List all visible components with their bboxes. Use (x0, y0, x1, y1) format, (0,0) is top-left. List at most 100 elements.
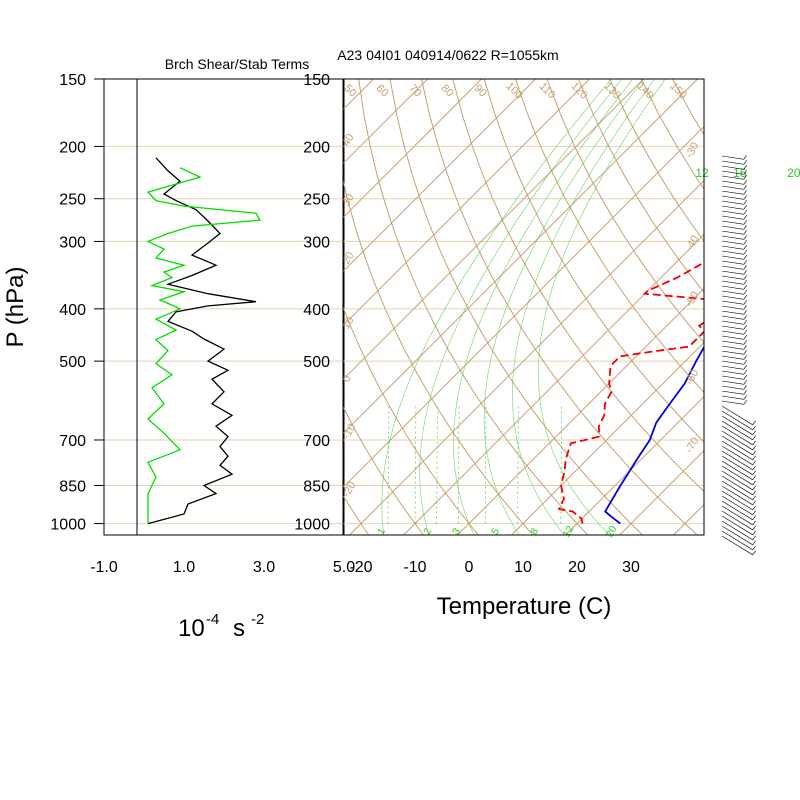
wind-barb-staff (721, 535, 753, 556)
moist-adiabat-line (511, 79, 655, 535)
wind-barb-flag (743, 175, 747, 180)
isotherm-edge-label: -30 (683, 141, 701, 161)
wind-barb-staff (721, 455, 753, 476)
wind-barb-flag (743, 230, 747, 235)
left-pressure-tick-label: 700 (59, 433, 86, 450)
wind-barb-staff (721, 340, 744, 345)
mixing-ratio-label: 8 (529, 526, 542, 537)
mixing-ratio-label: 5 (490, 526, 503, 537)
wind-barb-flag (752, 510, 756, 515)
wind-barb-flag (752, 495, 756, 500)
left-pressure-gridlines (94, 78, 344, 525)
wind-barb-flag (752, 450, 756, 455)
mixing-ratio-label: 2 (422, 526, 435, 537)
dry-adiabat-label: 60 (374, 82, 391, 99)
wind-barb-staff (721, 525, 753, 546)
wind-barb-flag (743, 170, 747, 175)
wind-barb-staff (721, 310, 744, 315)
left-plot-frame (103, 78, 345, 536)
wind-barb-staff (721, 445, 753, 466)
skewt-series-temperature (604, 345, 704, 525)
wind-barb-flag (743, 185, 747, 190)
left-title: Brch Shear/Stab Terms (165, 56, 309, 72)
dry-adiabat-label: 100 (503, 80, 524, 101)
wind-barb-flag (743, 285, 747, 290)
left-xlabel-exponent: -4 (206, 611, 219, 628)
wind-barb-flag (743, 220, 747, 225)
mixing-ratio-line (517, 403, 519, 524)
skewt-temperature-tick-label: -10 (403, 559, 426, 576)
wind-barb-flag (752, 455, 756, 460)
wind-barb-flag (752, 490, 756, 495)
wind-barb-staff (721, 415, 753, 436)
isotherm-edge-label: 30 (340, 192, 357, 209)
wind-barb-staff (721, 375, 744, 380)
wind-barb-flag (752, 425, 756, 430)
skewt-pressure-tick-label: 400 (303, 302, 330, 319)
skewt-series-dewpoint (557, 261, 704, 524)
wind-barb-flag (752, 440, 756, 445)
isotherm-line (343, 79, 536, 273)
wind-barb-staff (721, 270, 744, 275)
wind-barb-flag (743, 280, 747, 285)
wind-barb-flag (752, 470, 756, 475)
wind-barb-flag (743, 270, 747, 275)
wind-barb-flag (752, 545, 756, 550)
isotherm-edge-label: 10 (340, 315, 357, 332)
wind-barb-staff (721, 475, 753, 496)
wind-barb-flag (752, 520, 756, 525)
wind-barb-staff (721, 510, 753, 531)
wind-barb-flag (743, 350, 747, 355)
skewt-isotherms (343, 79, 704, 535)
wind-barb-flag (743, 250, 747, 255)
wind-barb-flag (743, 210, 747, 215)
wind-barb-staff (721, 315, 744, 320)
skewt-temperature-tick-label: 0 (465, 559, 474, 576)
wind-barb-flag (752, 430, 756, 435)
wind-barb-staff (721, 225, 744, 230)
left-pressure-tick-label: 300 (59, 234, 86, 251)
left-pressure-tick-label: 500 (59, 354, 86, 371)
wind-barb-staff (721, 385, 744, 390)
y-axis-label: P (hPa) (2, 267, 29, 348)
wind-barb-flag (752, 420, 756, 425)
isotherm-edge-label: 0 (340, 373, 353, 384)
wind-barb-flag (752, 435, 756, 440)
left-x-tick-label: -1.0 (90, 559, 118, 576)
wind-barb-flag (743, 325, 747, 330)
isotherm-line (349, 179, 704, 535)
wind-barb-staff (721, 235, 744, 240)
wind-barb-flag (743, 365, 747, 370)
wind-barb-staff (721, 195, 744, 200)
isotherm-line (343, 79, 482, 219)
wind-barb-staff (721, 175, 744, 180)
wind-barb-staff (721, 165, 744, 170)
mixing-ratio-line (387, 403, 390, 524)
wind-barb-staff (721, 325, 744, 330)
skewt-temperature-tick-label: 20 (568, 559, 586, 576)
wind-barb-staff (721, 430, 753, 451)
wind-barb-flag (743, 335, 747, 340)
wind-barb-flag (752, 500, 756, 505)
isotherm-edge-label: -70 (683, 436, 701, 456)
wind-barb-staff (721, 170, 744, 175)
wind-barb-staff (721, 335, 744, 340)
wind-barb-staff (721, 185, 744, 190)
wind-barb-flag (743, 180, 747, 185)
wind-barb-staff (721, 155, 744, 160)
dry-adiabat-line (343, 177, 534, 535)
wind-barb-flag (752, 485, 756, 490)
moist-adiabat-line (381, 79, 612, 535)
dry-adiabat-label: 130 (601, 80, 622, 101)
dry-adiabat-label: 140 (634, 80, 655, 101)
wind-barb-flag (743, 310, 747, 315)
mixing-ratio-line (414, 403, 417, 524)
wind-barb-staff (721, 460, 753, 481)
wind-barb-flag (743, 375, 747, 380)
skewt-pressure-tick-label: 700 (303, 433, 330, 450)
wind-barb-staff (721, 220, 744, 225)
isotherm-line (343, 79, 590, 327)
dry-adiabat-label: 150 (667, 80, 688, 101)
moist-adiabat-line (453, 79, 634, 535)
